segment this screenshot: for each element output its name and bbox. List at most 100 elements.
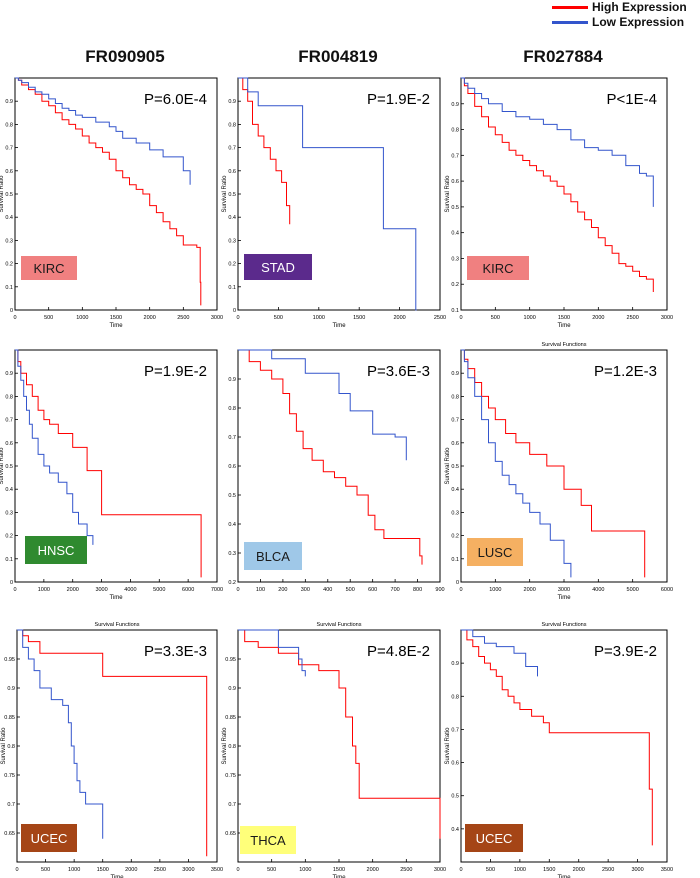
y-tick-label: 0.7 [228, 435, 236, 441]
x-tick-label: 7000 [211, 587, 223, 593]
p-value: P=3.9E-2 [594, 643, 657, 660]
y-tick-label: 0.5 [451, 794, 459, 800]
legend-label-low: Low Expression [592, 15, 685, 29]
y-tick-label: 0.2 [5, 534, 13, 540]
x-tick-label: 400 [323, 587, 332, 593]
y-tick-label: 0.9 [228, 377, 236, 383]
y-axis-label: Survival Ratio [445, 727, 451, 765]
x-tick-label: 1000 [299, 867, 311, 873]
x-tick-label: 1500 [353, 315, 365, 321]
x-axis-label: Time [109, 595, 123, 601]
x-tick-label: 600 [368, 587, 377, 593]
survival-plot-5-blca: 0 100 200 300 400 500 600 700 800 900 0.2 0.3 0.4 0.5… [228, 349, 445, 593]
survival-plot-9-ucec: 0 500 1000 1500 2000 2500 3000 3500 0.4 0.5 0.6 0.7… [445, 622, 673, 878]
column-title-1: FR090905 [85, 47, 165, 66]
cancer-type-label: STAD [261, 260, 295, 275]
p-value: P<1E-4 [607, 91, 657, 108]
legend-swatch-low [552, 21, 588, 24]
x-tick-label: 2000 [144, 315, 156, 321]
x-tick-label: 3000 [558, 587, 570, 593]
x-tick-label: 800 [413, 587, 422, 593]
cancer-type-badge [25, 536, 87, 564]
cancer-type-badge [465, 824, 523, 852]
y-axis-label: Survival Ratio [445, 175, 451, 213]
x-tick-label: 2000 [67, 587, 79, 593]
y-tick-label: 0.8 [451, 394, 459, 400]
x-tick-label: 1000 [68, 867, 80, 873]
x-tick-label: 3000 [211, 315, 223, 321]
y-tick-label: 0.9 [5, 371, 13, 377]
x-tick-label: 1000 [524, 315, 536, 321]
x-tick-label: 1000 [38, 587, 50, 593]
cancer-type-label: HNSC [38, 543, 75, 558]
y-tick-label: 0.4 [451, 231, 459, 237]
y-axis-label: Survival Ratio [0, 175, 5, 213]
x-tick-label: 0 [459, 315, 462, 321]
y-tick-label: 0.4 [451, 487, 459, 493]
series-line-low [461, 629, 538, 677]
x-tick-label: 2000 [125, 867, 137, 873]
p-value: P=1.9E-2 [367, 91, 430, 108]
y-tick-label: 0.7 [5, 418, 13, 424]
x-axis-label: Time [557, 875, 571, 878]
cancer-type-label: KIRC [482, 261, 513, 276]
x-tick-label: 500 [486, 867, 495, 873]
plot-title: Survival Functions [317, 622, 362, 628]
p-value: P=3.6E-3 [367, 363, 430, 380]
x-tick-label: 2500 [177, 315, 189, 321]
y-tick-label: 0.7 [228, 802, 236, 808]
x-tick-label: 100 [256, 587, 265, 593]
y-tick-label: 0.8 [451, 694, 459, 700]
x-tick-label: 1000 [489, 587, 501, 593]
series-line-low [238, 349, 407, 461]
y-tick-label: 0.7 [7, 802, 15, 808]
cancer-type-label: BLCA [256, 549, 290, 564]
series-line-high [17, 629, 208, 857]
column-title-2: FR004819 [298, 47, 378, 66]
y-tick-label: 0.5 [228, 493, 236, 499]
y-tick-label: 0.7 [451, 418, 459, 424]
series-line-low [15, 77, 191, 185]
y-tick-label: 0.5 [5, 464, 13, 470]
y-tick-label: 0.1 [451, 557, 459, 563]
x-tick-label: 6000 [661, 587, 673, 593]
survival-plot-6-lusc: 0 1000 2000 3000 4000 5000 6000 0 0.1 0.2 0.3 0.4 0.… [445, 342, 673, 601]
y-tick-label: 0.2 [228, 580, 236, 586]
y-tick-label: 0.9 [451, 102, 459, 108]
x-tick-label: 3000 [95, 587, 107, 593]
x-tick-label: 1500 [558, 315, 570, 321]
y-tick-label: 0.8 [5, 394, 13, 400]
x-axis-label: Time [557, 595, 571, 601]
y-tick-label: 0.7 [451, 727, 459, 733]
x-axis-label: Time [332, 875, 346, 878]
y-tick-label: 0.95 [4, 657, 15, 663]
column-title-3: FR027884 [523, 47, 603, 66]
x-tick-label: 500 [491, 315, 500, 321]
p-value: P=1.2E-3 [594, 363, 657, 380]
x-tick-label: 3000 [182, 867, 194, 873]
x-axis-label: Time [109, 323, 123, 329]
survival-plot-3-kirc: 0 500 1000 1500 2000 2500 3000 0.1 0.2 0.3 0.4 0.5 0… [445, 77, 673, 329]
series-line-high [238, 629, 441, 839]
y-tick-label: 0.4 [451, 827, 459, 833]
x-tick-label: 1500 [543, 867, 555, 873]
y-tick-label: 0.85 [225, 715, 236, 721]
x-tick-label: 0 [459, 587, 462, 593]
cancer-type-label: THCA [250, 833, 286, 848]
x-tick-label: 900 [435, 587, 444, 593]
x-tick-label: 0 [13, 587, 16, 593]
legend: High Expression Low Expression [552, 0, 700, 30]
x-tick-label: 1500 [110, 315, 122, 321]
y-tick-label: 0.85 [4, 715, 15, 721]
y-tick-label: 0.9 [228, 686, 236, 692]
x-tick-label: 500 [41, 867, 50, 873]
y-tick-label: 0.7 [5, 146, 13, 152]
x-tick-label: 6000 [182, 587, 194, 593]
y-tick-label: 0 [456, 580, 459, 586]
y-tick-label: 0.75 [225, 773, 236, 779]
x-axis-label: Time [110, 875, 124, 878]
y-tick-label: 0.8 [228, 744, 236, 750]
x-tick-label: 0 [236, 587, 239, 593]
y-tick-label: 0 [10, 580, 13, 586]
x-tick-label: 1000 [76, 315, 88, 321]
